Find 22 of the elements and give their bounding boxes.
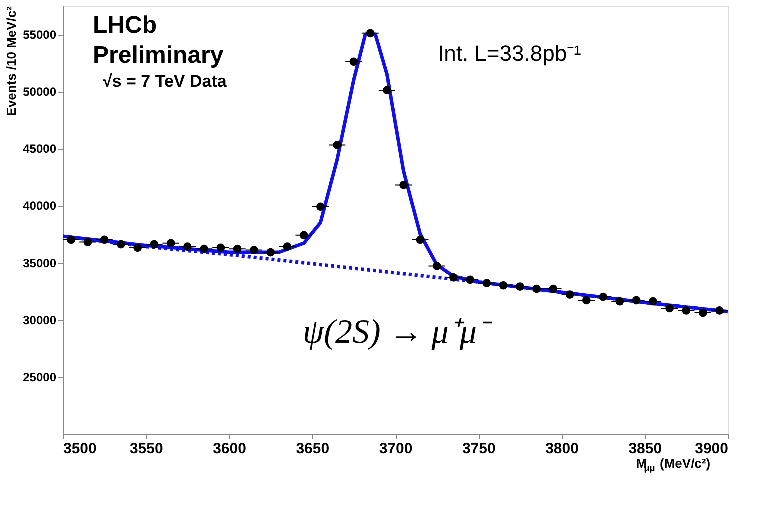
annotation: √s = 7 TeV Data — [103, 72, 228, 91]
x-tick-label: 3650 — [296, 440, 330, 458]
x-tick-label: 3850 — [628, 440, 662, 458]
annotation: LHCb — [93, 12, 157, 39]
x-tick-label: 3800 — [546, 440, 579, 458]
x-tick-label: 3700 — [379, 440, 413, 458]
y-tick-label: 50000 — [23, 85, 57, 100]
y-tick-label: 45000 — [23, 142, 57, 156]
y-tick-label: 35000 — [23, 256, 57, 270]
annotation: ψ(2S) → μ⁺μ⁻ — [303, 314, 493, 351]
y-tick-label: 40000 — [23, 199, 57, 214]
x-tick-label: 3500 — [64, 440, 97, 458]
y-axis-title: Events /10 MeV/c² — [4, 6, 20, 116]
annotation: Preliminary — [93, 42, 224, 69]
x-tick-label: 3600 — [213, 440, 246, 458]
y-tick-label: 25000 — [23, 370, 57, 384]
x-tick-label: 3550 — [130, 440, 164, 458]
y-tick-label: 30000 — [23, 313, 57, 328]
y-tick-label: 55000 — [23, 28, 57, 42]
x-tick-label: 3750 — [462, 440, 496, 458]
annotation: Int. L=33.8pb⁻¹ — [438, 41, 582, 66]
x-tick-label: 3900 — [695, 440, 728, 458]
